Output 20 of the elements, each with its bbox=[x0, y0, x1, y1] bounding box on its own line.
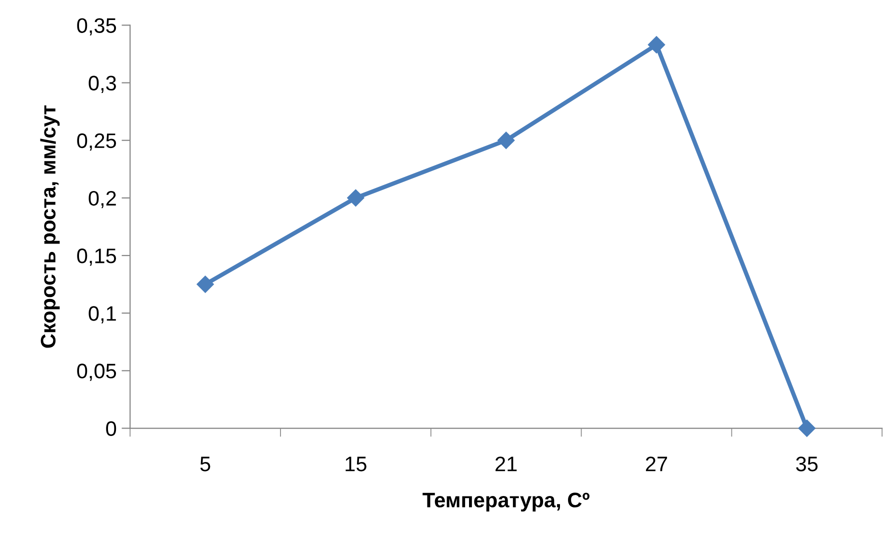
x-tick-label: 5 bbox=[200, 456, 210, 472]
y-tick-label: 0,15 bbox=[77, 248, 116, 266]
point bbox=[498, 132, 515, 149]
y-axis-title: Скорость роста, мм/сут bbox=[40, 105, 60, 348]
x-tick-label: 27 bbox=[646, 456, 668, 472]
x-tick-label: 21 bbox=[496, 456, 517, 472]
y-tick-label: 0,1 bbox=[88, 306, 116, 324]
x-axis-title: Температура, Сº bbox=[422, 492, 590, 512]
point bbox=[648, 36, 666, 54]
x-tick-label: 35 bbox=[796, 456, 818, 472]
y-tick-label: 0 bbox=[106, 421, 116, 436]
point bbox=[798, 420, 816, 437]
y-tick-label: 0,05 bbox=[77, 364, 116, 381]
point bbox=[347, 189, 364, 206]
y-tick-label: 0,3 bbox=[88, 76, 116, 93]
y-tick-label: 0,2 bbox=[88, 190, 116, 208]
y-tick-label: 0,25 bbox=[77, 133, 116, 151]
point bbox=[196, 276, 214, 293]
y-tick-label: 0,35 bbox=[77, 18, 116, 36]
x-tick-label: 15 bbox=[346, 456, 366, 472]
